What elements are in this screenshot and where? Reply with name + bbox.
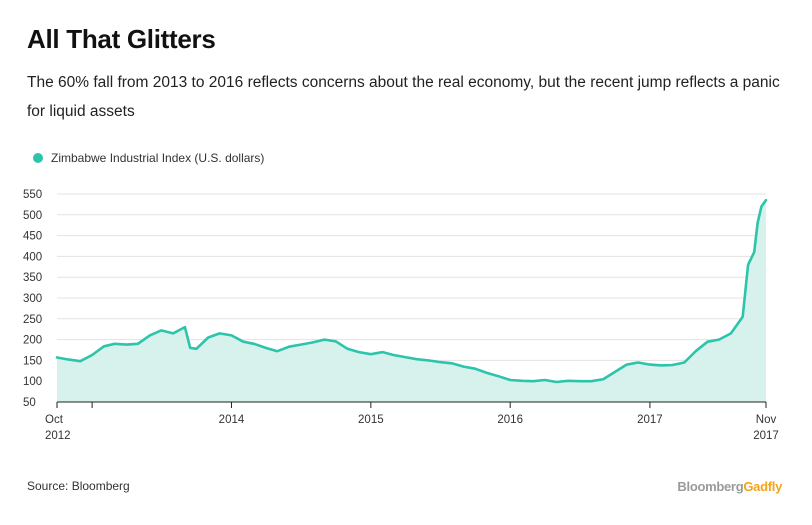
x-tick-label: 2017 [753,430,779,442]
series-area [57,200,766,402]
x-tick-label: 2017 [637,414,663,426]
y-tick-label: 150 [23,355,42,367]
y-tick-label: 350 [23,272,42,284]
chart-subtitle: The 60% fall from 2013 to 2016 reflects … [27,74,780,120]
series-line [55,198,768,384]
x-tick-label: Oct [45,414,64,426]
y-tick-label: 550 [23,189,42,201]
brand-name: Bloomberg [677,479,744,494]
y-tick-label: 400 [23,251,42,263]
brand-accent: Gadfly [743,479,782,494]
x-tick-label: 2016 [497,414,523,426]
y-tick-label: 250 [23,314,42,326]
chart-legend: Zimbabwe Industrial Index (U.S. dollars) [33,151,264,165]
legend-swatch [33,153,43,163]
y-tick-label: 300 [23,293,42,305]
x-tick-label: 2012 [45,430,71,442]
x-tick-label: Nov [756,414,777,426]
chart-title: All That Glitters [27,24,216,54]
y-tick-label: 500 [23,210,42,222]
y-tick-label: 100 [23,376,42,388]
x-tick-label: 2014 [219,414,245,426]
y-tick-label: 450 [23,231,42,243]
y-tick-label: 200 [23,335,42,347]
y-tick-label: 50 [23,397,36,409]
legend-label: Zimbabwe Industrial Index (U.S. dollars) [51,151,265,165]
source-note: Source: Bloomberg [27,479,130,493]
brand-logo: BloombergGadfly [677,479,782,494]
x-tick-label: 2015 [358,414,384,426]
